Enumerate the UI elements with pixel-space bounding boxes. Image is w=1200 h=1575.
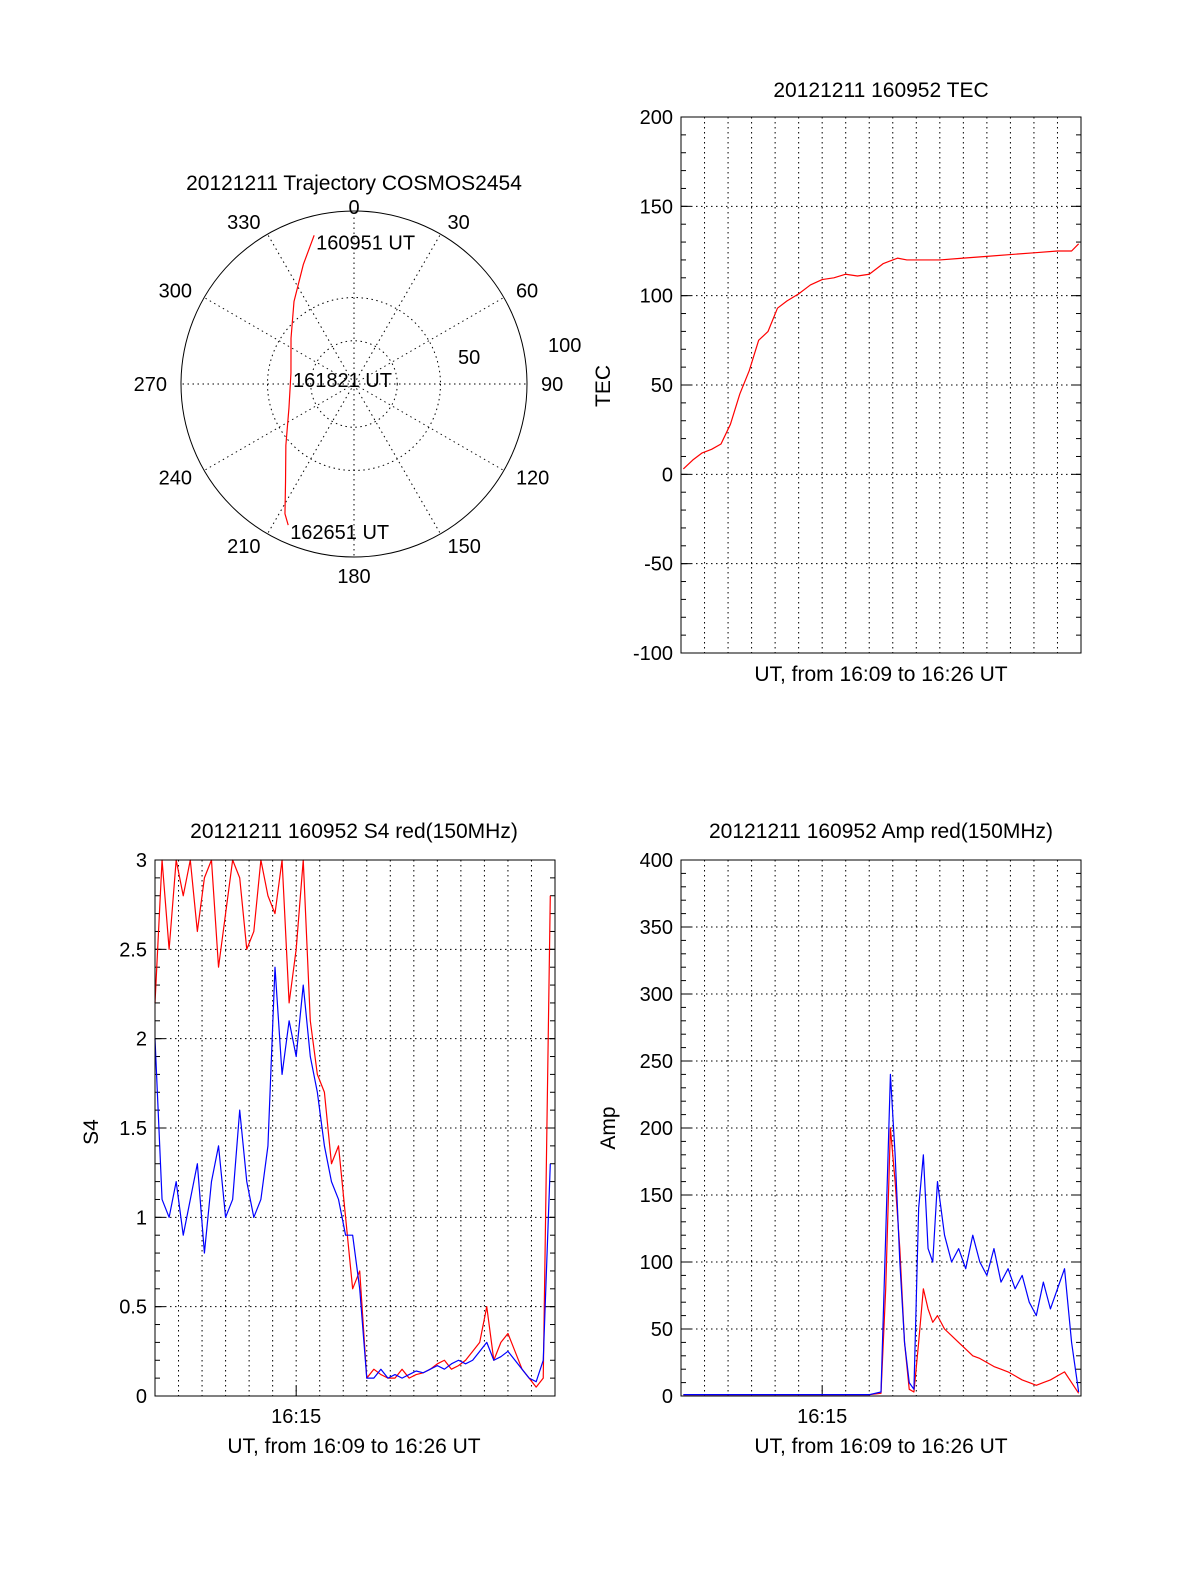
- polar-angle-label: 210: [227, 536, 260, 558]
- tec-y-axis-label: TEC: [592, 365, 615, 407]
- amp-y-tick-label: 100: [640, 1252, 673, 1274]
- tec-y-tick-label: 50: [651, 375, 673, 397]
- tec-title: 20121211 160952 TEC: [773, 79, 988, 102]
- trajectory-time-label: 160951 UT: [316, 232, 415, 254]
- polar-labels: 0 30 60 90 120 150 180 210 240 270 300 330 50 100 1609…: [134, 197, 582, 588]
- trajectory-time-label: 162651 UT: [290, 522, 389, 544]
- tec-y-tick-label: -100: [633, 643, 673, 665]
- amp-series-line-0: [683, 1127, 1080, 1396]
- tec-panel: 20121211 160952 TEC -100-50050100150200 …: [592, 79, 1082, 686]
- tec-frame: [680, 116, 1082, 654]
- amp-y-tick-label: 250: [640, 1051, 673, 1073]
- amp-panel: 20121211 160952 Amp red(150MHz) 0 50 100 15…: [597, 820, 1082, 1458]
- s4-y-tick-label: 2.5: [119, 939, 147, 961]
- tec-y-tick-label: 0: [662, 464, 673, 486]
- polar-angle-label: 90: [541, 374, 563, 396]
- tec-plot-area: -100 -50 0 50 100 150 200: [633, 107, 1082, 665]
- amp-y-tick-label: 150: [640, 1185, 673, 1207]
- amp-y-axis-label: Amp: [597, 1106, 620, 1149]
- s4-y-tick-label: 0: [136, 1386, 147, 1408]
- polar-ring: [310, 340, 398, 428]
- trajectory-series: [284, 235, 315, 526]
- polar-angle-label: 60: [516, 281, 538, 303]
- polar-spoke: [353, 297, 505, 385]
- trajectory-time-label: 161821 UT: [293, 370, 392, 392]
- amp-y-tick-label: 0: [662, 1386, 673, 1408]
- s4-y-tick-label: 0.5: [119, 1297, 147, 1319]
- s4-y-tick-label: 1.5: [119, 1118, 147, 1140]
- polar-grid: [180, 210, 528, 558]
- polar-spoke: [203, 297, 355, 385]
- s4-title: 20121211 160952 S4 red(150MHz): [190, 820, 518, 843]
- polar-ring: [267, 297, 441, 471]
- s4-x-axis-label: UT, from 16:09 to 16:26 UT: [227, 1435, 480, 1458]
- polar-radius-label: 50: [458, 347, 480, 369]
- amp-x-tick-label: 16:15: [797, 1406, 847, 1428]
- polar-angle-label: 150: [448, 536, 481, 558]
- tec-y-tick-label: 100: [640, 286, 673, 308]
- amp-title: 20121211 160952 Amp red(150MHz): [709, 820, 1053, 843]
- s4-frame: [154, 859, 556, 1397]
- polar-outer-circle: [180, 210, 528, 558]
- s4-y-tick-label: 2: [136, 1029, 147, 1051]
- polar-spoke: [353, 233, 441, 385]
- tec-y-tick-label: 200: [640, 107, 673, 129]
- polar-angle-label: 300: [159, 281, 192, 303]
- amp-y-tick-label: 300: [640, 984, 673, 1006]
- polar-angle-label: 240: [159, 468, 192, 490]
- polar-angle-label: 120: [516, 468, 549, 490]
- s4-panel: 20121211 160952 S4 red(150MHz) 0 0.5 1 1.5 2…: [80, 820, 556, 1458]
- amp-frame: [680, 859, 1082, 1397]
- trajectory-title: 20121211 Trajectory COSMOS2454: [186, 172, 522, 195]
- amp-y-tick-label: 400: [640, 850, 673, 872]
- polar-angle-label: 270: [134, 374, 167, 396]
- s4-y-tick-label: 3: [136, 850, 147, 872]
- polar-angle-label: 30: [448, 212, 470, 234]
- amp-series-line-1: [683, 1073, 1080, 1396]
- s4-y-axis-label: S4: [80, 1119, 103, 1145]
- tec-y-tick-label: -50: [644, 554, 673, 576]
- amp-x-axis-label: UT, from 16:09 to 16:26 UT: [754, 1435, 1007, 1458]
- amp-y-tick-label: 350: [640, 917, 673, 939]
- trajectory-panel: 20121211 Trajectory COSMOS2454 0 30 60 90 12…: [134, 172, 582, 588]
- amp-plot-area: 0 50 100 150 200 250 300 350 400 16:15: [640, 850, 1082, 1428]
- s4-series-line-0: [154, 859, 551, 1388]
- s4-y-tick-label: 1: [136, 1207, 147, 1229]
- polar-angle-label: 330: [227, 212, 260, 234]
- polar-spoke: [267, 233, 355, 385]
- s4-series-line-1: [154, 966, 551, 1383]
- polar-angle-label: 0: [348, 197, 359, 219]
- s4-plot-area: 0 0.5 1 1.5 2 2.5 3 16:15: [119, 850, 556, 1428]
- s4-x-tick-label: 16:15: [271, 1406, 321, 1428]
- tec-series-line-0: [682, 243, 1080, 470]
- polar-angle-label: 180: [337, 566, 370, 588]
- amp-y-tick-label: 50: [651, 1319, 673, 1341]
- amp-y-tick-label: 200: [640, 1118, 673, 1140]
- tec-y-tick-label: 150: [640, 196, 673, 218]
- trajectory-line: [284, 235, 315, 526]
- polar-radius-label: 100: [548, 335, 581, 357]
- tec-x-axis-label: UT, from 16:09 to 16:26 UT: [754, 663, 1007, 686]
